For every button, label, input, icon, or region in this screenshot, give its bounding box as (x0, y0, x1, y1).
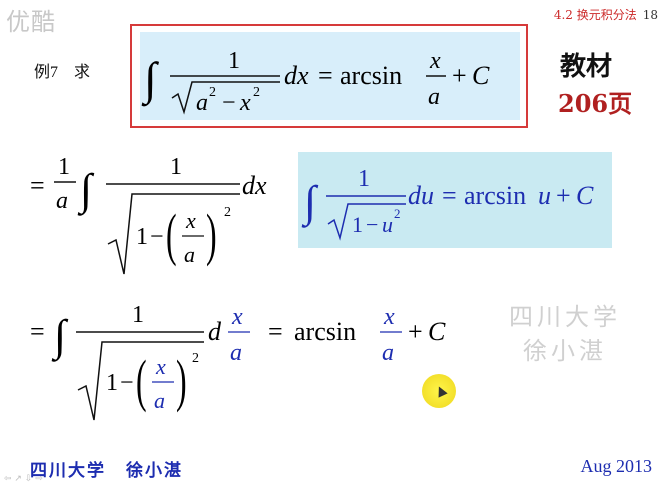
university-watermark: 四川大学 徐小湛 (500, 300, 630, 368)
svg-text:+: + (556, 181, 571, 210)
svg-text:C: C (428, 317, 446, 346)
svg-text:arcsin: arcsin (340, 61, 402, 90)
svg-text:−: − (150, 224, 164, 250)
svg-text:(: ( (166, 203, 177, 267)
svg-text:): ) (206, 203, 217, 267)
svg-text:du: du (408, 181, 434, 210)
svg-text:a: a (230, 340, 242, 366)
svg-text:a: a (428, 84, 440, 110)
footer-credits: 四川大学 徐小湛 (30, 456, 183, 481)
logo-watermark: 优酷 (6, 8, 56, 36)
svg-text:x: x (231, 304, 243, 330)
svg-text:C: C (576, 181, 594, 210)
page-number: 18 (642, 8, 658, 22)
svg-text:): ) (176, 349, 187, 413)
svg-text:x: x (239, 90, 251, 116)
slide-nav-controls[interactable]: ⇦ ↗ ⇩ ⇨ (4, 474, 43, 484)
svg-text:+: + (452, 61, 467, 90)
problem-formula: ∫ 1 a 2 − x 2 dx = arcsin x a + C (141, 48, 490, 116)
svg-text:1: 1 (136, 224, 148, 250)
svg-text:1: 1 (58, 154, 70, 180)
svg-text:=: = (30, 171, 45, 200)
svg-text:=: = (318, 61, 333, 90)
textbook-label: 教材 (560, 52, 613, 82)
svg-text:1: 1 (358, 166, 370, 192)
svg-text:(: ( (136, 349, 147, 413)
svg-text:dx: dx (284, 61, 309, 90)
footer-date: Aug 2013 (580, 456, 653, 476)
svg-text:d: d (208, 317, 222, 346)
svg-text:1: 1 (228, 48, 240, 74)
svg-text:2: 2 (224, 205, 231, 220)
svg-text:u: u (382, 212, 393, 237)
step-1-formula: = 1 a ∫ 1 1 − ( x a ) 2 dx (30, 154, 267, 275)
cursor-highlight (422, 374, 456, 408)
svg-text:2: 2 (253, 85, 260, 100)
svg-text:1: 1 (352, 212, 363, 237)
example-verb: 求 (74, 64, 91, 81)
reference-formula-box (298, 152, 612, 248)
example-number: 例7 (34, 64, 59, 81)
svg-text:arcsin: arcsin (294, 317, 356, 346)
svg-text:a: a (56, 188, 68, 214)
footer-university: 四川大学 (30, 461, 106, 481)
svg-text:∫: ∫ (51, 311, 69, 362)
svg-text:=: = (442, 181, 457, 210)
svg-text:+: + (408, 317, 423, 346)
svg-text:−: − (366, 212, 378, 237)
svg-text:∫: ∫ (141, 53, 159, 107)
svg-text:a: a (154, 388, 165, 413)
watermark-university: 四川大学 (509, 303, 621, 331)
section-title: 4.2 换元积分法 (553, 8, 637, 22)
svg-text:dx: dx (242, 171, 267, 200)
svg-text:a: a (196, 90, 208, 116)
footer-author: 徐小湛 (126, 461, 183, 481)
svg-text:=: = (30, 317, 45, 346)
reference-formula: ∫ 1 1 − u 2 du = arcsin u + C (301, 166, 594, 241)
svg-text:x: x (429, 48, 441, 74)
svg-text:a: a (184, 242, 195, 267)
textbook-page: 206页 (558, 89, 633, 118)
example-label: 例7 求 (34, 58, 90, 82)
svg-text:x: x (185, 208, 196, 233)
svg-text:a: a (382, 340, 394, 366)
slide-header: 4.2 换元积分法 18 (554, 6, 658, 23)
svg-text:x: x (155, 354, 166, 379)
svg-text:=: = (268, 317, 283, 346)
svg-text:x: x (383, 304, 395, 330)
svg-text:2: 2 (192, 351, 199, 366)
svg-text:2: 2 (209, 85, 216, 100)
svg-text:2: 2 (394, 206, 401, 221)
svg-text:arcsin: arcsin (464, 181, 526, 210)
svg-text:u: u (538, 181, 551, 210)
svg-text:1: 1 (170, 154, 182, 180)
svg-text:C: C (472, 61, 490, 90)
step-2-formula: = ∫ 1 1 − ( x a ) 2 d x a = arcsin x a +… (30, 302, 446, 421)
svg-text:∫: ∫ (77, 165, 95, 216)
svg-text:∫: ∫ (301, 177, 319, 228)
svg-text:−: − (222, 90, 236, 116)
svg-text:−: − (120, 370, 134, 396)
svg-text:1: 1 (106, 370, 118, 396)
watermark-author: 徐小湛 (523, 337, 607, 365)
svg-text:1: 1 (132, 302, 144, 328)
